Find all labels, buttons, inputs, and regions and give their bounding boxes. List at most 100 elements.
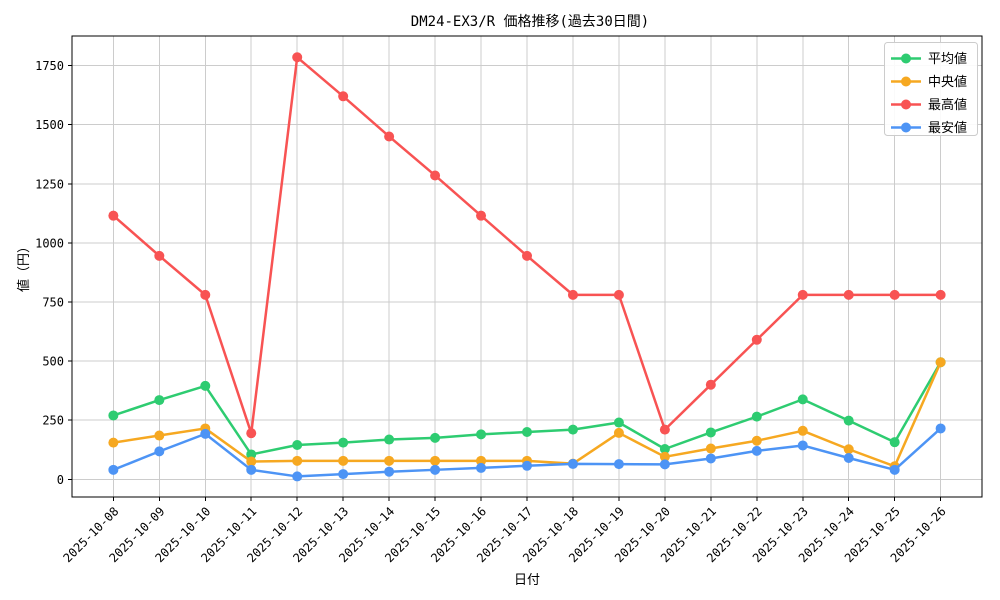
data-point-marker <box>659 444 670 455</box>
data-point-marker <box>751 435 762 446</box>
series-2 <box>108 52 946 439</box>
data-point-marker <box>843 289 854 300</box>
data-point-marker <box>659 459 670 470</box>
data-point-marker <box>292 52 303 63</box>
data-point-marker <box>200 428 211 439</box>
data-point-marker <box>108 437 119 448</box>
data-point-marker <box>384 131 395 142</box>
data-point-marker <box>935 289 946 300</box>
data-point-marker <box>154 430 165 441</box>
data-point-marker <box>338 469 349 480</box>
grid <box>72 36 982 497</box>
data-point-marker <box>567 289 578 300</box>
data-point-marker <box>751 334 762 345</box>
data-point-marker <box>338 437 349 448</box>
data-point-marker <box>108 210 119 221</box>
data-point-marker <box>154 250 165 261</box>
legend-marker <box>901 122 911 133</box>
legend-item-label: 平均値 <box>928 51 967 67</box>
data-point-marker <box>154 446 165 457</box>
x-axis-label: 日付 <box>514 573 540 588</box>
data-point-marker <box>384 455 395 466</box>
data-point-marker <box>154 395 165 406</box>
data-point-marker <box>430 432 441 443</box>
data-point-marker <box>476 210 487 221</box>
data-point-marker <box>246 464 257 475</box>
legend-marker <box>901 99 911 110</box>
legend-item-label: 最高値 <box>928 97 967 113</box>
data-point-marker <box>797 440 808 451</box>
data-point-marker <box>751 445 762 456</box>
data-point-marker <box>613 427 624 438</box>
data-point-marker <box>613 289 624 300</box>
chart-title: DM24-EX3/R 価格推移(過去30日間) <box>411 14 649 30</box>
data-point-marker <box>797 425 808 436</box>
data-point-marker <box>246 449 257 460</box>
data-point-marker <box>292 471 303 482</box>
legend-marker <box>901 76 911 87</box>
y-axis-label: 値（円） <box>16 240 32 292</box>
data-point-marker <box>430 455 441 466</box>
data-point-marker <box>476 429 487 440</box>
chart-plot-area: 025050075010001250150017502025-10-082025… <box>35 35 983 565</box>
legend-marker <box>901 53 911 64</box>
y-tick-label: 250 <box>42 414 64 428</box>
data-point-marker <box>200 289 211 300</box>
data-point-marker <box>430 464 441 475</box>
data-point-marker <box>843 415 854 426</box>
data-point-marker <box>659 451 670 462</box>
data-point-marker <box>613 417 624 428</box>
data-point-marker <box>889 289 900 300</box>
data-point-marker <box>889 437 900 448</box>
data-point-marker <box>522 460 532 471</box>
data-point-marker <box>659 424 670 435</box>
data-point-marker <box>384 434 395 445</box>
data-point-marker <box>935 357 946 368</box>
plot-border <box>71 35 983 498</box>
y-tick-label: 500 <box>42 355 64 369</box>
data-point-marker <box>843 452 854 463</box>
legend-item-label: 中央値 <box>928 74 967 90</box>
y-tick-label: 1250 <box>35 177 64 191</box>
data-point-marker <box>705 427 716 438</box>
data-point-marker <box>705 443 716 454</box>
y-tick-label: 750 <box>42 295 64 309</box>
data-point-marker <box>108 410 119 421</box>
data-point-marker <box>200 380 211 391</box>
data-point-marker <box>567 458 578 469</box>
data-point-marker <box>613 459 624 470</box>
y-tick-label: 1000 <box>35 236 64 250</box>
data-point-marker <box>705 379 716 390</box>
data-point-marker <box>246 428 257 439</box>
y-tick-label: 1500 <box>35 118 64 132</box>
data-point-marker <box>292 439 303 450</box>
data-point-marker <box>889 464 900 475</box>
data-point-marker <box>522 250 532 261</box>
data-point-marker <box>384 466 395 477</box>
data-point-marker <box>430 170 441 181</box>
data-point-marker <box>338 91 349 102</box>
data-point-marker <box>705 453 716 464</box>
legend-item-label: 最安値 <box>928 120 967 136</box>
data-point-marker <box>522 426 532 437</box>
data-point-marker <box>108 464 119 475</box>
data-point-marker <box>292 455 303 466</box>
data-point-marker <box>476 462 487 473</box>
legend-box <box>884 42 978 136</box>
data-point-marker <box>567 424 578 435</box>
data-point-marker <box>797 394 808 405</box>
axis-ticks: 025050075010001250150017502025-10-082025… <box>35 59 949 565</box>
series-3 <box>108 423 946 482</box>
data-point-marker <box>797 289 808 300</box>
data-point-marker <box>476 455 487 466</box>
y-tick-label: 1750 <box>35 59 64 73</box>
data-point-marker <box>935 423 946 434</box>
data-point-marker <box>246 456 257 467</box>
data-point-marker <box>338 455 349 466</box>
data-point-marker <box>751 411 762 422</box>
data-point-marker <box>843 444 854 455</box>
y-tick-label: 0 <box>57 473 64 487</box>
